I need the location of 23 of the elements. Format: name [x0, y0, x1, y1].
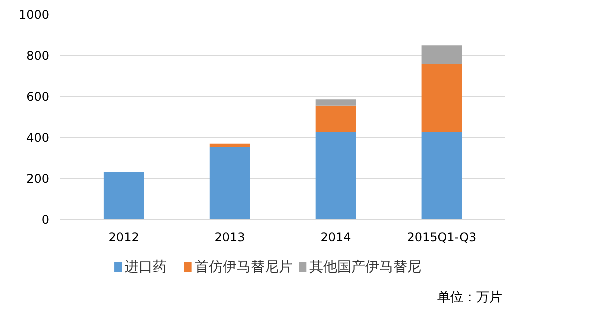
- y-tick-label: 1000: [18, 8, 50, 22]
- bar: [422, 64, 462, 132]
- text: 单位：万片: [438, 290, 502, 306]
- y-tick-label: 200: [26, 172, 50, 186]
- y-tick-label: 600: [26, 90, 50, 104]
- x-tick-label: 2013: [214, 230, 246, 244]
- bar: [316, 100, 356, 106]
- x-tick-label: 2015Q1-Q3: [407, 230, 477, 244]
- y-tick-label: 400: [26, 131, 50, 145]
- y-tick-label: 800: [26, 49, 50, 63]
- y-tick-label: 0: [42, 213, 50, 227]
- legend-label: 其他国产伊马替尼: [310, 260, 422, 276]
- legend-label: 首仿伊马替尼片: [194, 260, 293, 276]
- bar: [316, 106, 356, 132]
- bar: [210, 147, 250, 220]
- x-tick-label: 2014: [320, 230, 352, 244]
- bar: [422, 132, 462, 220]
- bar: [422, 46, 462, 65]
- legend-label: 进口药: [125, 260, 168, 276]
- bar: [210, 144, 250, 148]
- bar: [316, 132, 356, 220]
- x-tick-label: 2012: [108, 230, 140, 244]
- bar: [104, 172, 144, 220]
